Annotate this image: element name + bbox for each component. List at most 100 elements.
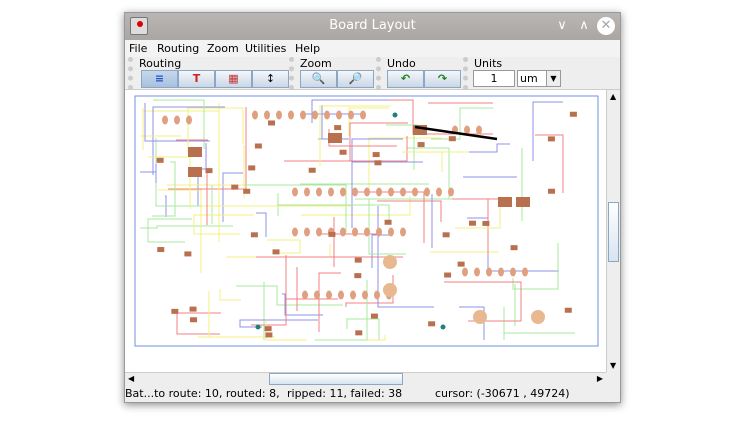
pcb-drawing[interactable] (125, 90, 606, 372)
pad (326, 290, 332, 300)
pad (498, 267, 504, 277)
trace (386, 124, 418, 170)
menu-zoom[interactable]: Zoom (207, 42, 239, 55)
trace (211, 184, 266, 224)
smd-pad (564, 307, 572, 313)
trace (348, 107, 389, 136)
scroll-right-icon[interactable]: ▶ (596, 374, 603, 383)
zoom-region-button[interactable]: 🔍 (300, 70, 337, 88)
pad (336, 110, 342, 120)
pad (314, 290, 320, 300)
smd-pad (184, 251, 192, 257)
trace (239, 319, 318, 328)
drag-button[interactable]: ↕ (252, 70, 289, 88)
trace (193, 214, 254, 235)
trace (431, 107, 493, 140)
undo-group: Undo ↶ ↷ (376, 57, 462, 90)
trace (282, 293, 323, 316)
board-canvas[interactable] (125, 90, 606, 372)
chevron-down-icon: ▼ (546, 71, 560, 86)
pad (304, 227, 310, 237)
horizontal-scroll-thumb[interactable] (269, 373, 403, 385)
smd-pad (384, 219, 392, 225)
pad (464, 125, 470, 135)
pad (316, 187, 322, 197)
scroll-left-icon[interactable]: ◀ (128, 374, 135, 383)
trace (318, 272, 341, 332)
menu-help[interactable]: Help (295, 42, 321, 55)
smd-pad (231, 184, 239, 190)
smd-pad (171, 308, 179, 314)
vertical-scroll-thumb[interactable] (608, 202, 619, 262)
trace (338, 136, 408, 162)
trace (311, 99, 389, 123)
trace (317, 335, 386, 341)
trace (158, 189, 202, 273)
trace (256, 212, 267, 237)
routing-group: Routing ≡ T ▦ ↕ (128, 57, 289, 90)
smd-pad (190, 317, 198, 323)
smd-pad (442, 232, 450, 238)
pad (338, 290, 344, 300)
routing-label: Routing (139, 57, 182, 70)
status-bar: Bat...to route: 10, routed: 8, ripped: 1… (125, 385, 620, 403)
units-label: Units (474, 57, 503, 70)
mounting-hole (440, 324, 446, 330)
component (498, 197, 512, 207)
trace (148, 156, 191, 209)
status-ripped: ripped: 11, failed: 38 (287, 387, 403, 400)
pad (412, 187, 418, 197)
scroll-up-icon[interactable]: ▲ (610, 92, 617, 101)
component (188, 167, 202, 177)
smd-pad (254, 143, 262, 149)
undo-button[interactable]: ↶ (387, 70, 424, 88)
trace (351, 138, 403, 228)
zoom-group: Zoom 🔍 🔎 (289, 57, 375, 90)
smd-pad (444, 272, 452, 278)
trace (535, 134, 564, 193)
menu-file[interactable]: File (129, 42, 148, 55)
select-icon: ▦ (228, 72, 239, 85)
menu-routing[interactable]: Routing (157, 42, 200, 55)
pad (424, 187, 430, 197)
horizontal-scrollbar[interactable]: ◀ ▶ (125, 372, 606, 385)
pad (510, 267, 516, 277)
units-select[interactable]: um ▼ (517, 70, 561, 87)
maximize-button[interactable]: ∧ (579, 18, 589, 33)
minimize-button[interactable]: ∨ (557, 18, 567, 33)
smd-pad (334, 125, 342, 131)
close-button[interactable]: ✕ (597, 17, 615, 35)
units-input[interactable]: 1 (473, 70, 515, 87)
pad (400, 187, 406, 197)
smd-pad (548, 188, 556, 194)
menu-utilities[interactable]: Utilities (245, 42, 287, 55)
undo-icon: ↶ (400, 72, 411, 85)
trace (251, 264, 287, 326)
trace (140, 164, 157, 183)
route-button[interactable]: T (178, 70, 215, 88)
smd-pad (370, 313, 378, 319)
trace (443, 143, 510, 153)
via-large (531, 310, 545, 324)
scroll-down-icon[interactable]: ▼ (610, 361, 617, 370)
smd-pad (243, 188, 251, 194)
via-large (383, 255, 397, 269)
pad (174, 115, 180, 125)
trace (377, 200, 442, 222)
select-button[interactable]: ▦ (215, 70, 252, 88)
pad (362, 290, 368, 300)
redo-button[interactable]: ↷ (424, 70, 461, 88)
menu-bar: File Routing Zoom Utilities Help (125, 40, 620, 57)
window-title: Board Layout (329, 18, 416, 33)
trace (301, 196, 411, 216)
trace (219, 289, 241, 301)
vertical-scrollbar[interactable]: ▲ ▼ (606, 90, 620, 372)
smd-pad (156, 157, 164, 163)
smd-pad (547, 136, 555, 142)
pad (352, 227, 358, 237)
trace (532, 101, 563, 161)
zoom-all-button[interactable]: 🔎 (337, 70, 374, 88)
smd-pad (264, 326, 272, 332)
smd-pad (354, 273, 362, 279)
autoroute-button[interactable]: ≡ (141, 70, 178, 88)
